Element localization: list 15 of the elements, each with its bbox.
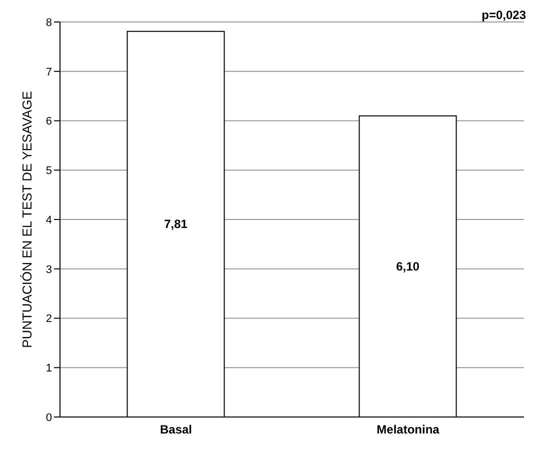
y-tick-label: 1 <box>46 362 52 375</box>
y-tick-label: 7 <box>46 66 52 78</box>
data-label: 7,81 <box>164 217 188 232</box>
y-tick-label: 2 <box>46 313 52 326</box>
x-tick-label: Melatonina <box>376 422 440 437</box>
y-tick-label: 3 <box>46 264 52 276</box>
data-label: 6,10 <box>396 259 420 274</box>
y-tick-label: 0 <box>46 412 52 424</box>
y-axis-title: PUNTUACIÓN EN EL TEST DE YESAVAGE <box>20 90 35 348</box>
annotation: p=0,023 <box>482 8 526 22</box>
y-tick-label: 5 <box>46 165 52 178</box>
y-tick-label: 6 <box>46 116 52 128</box>
x-tick-label: Basal <box>160 422 192 437</box>
y-tick-label: 8 <box>46 16 52 29</box>
y-tick-label: 4 <box>46 214 52 226</box>
